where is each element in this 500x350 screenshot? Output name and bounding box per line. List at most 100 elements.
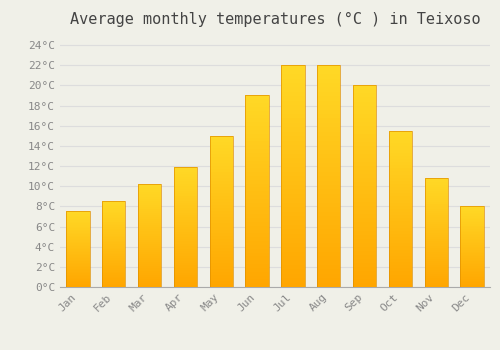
Bar: [174, 179, 197, 181]
Bar: [246, 145, 268, 149]
Bar: [460, 250, 483, 252]
Bar: [210, 232, 233, 236]
Bar: [317, 225, 340, 229]
Bar: [246, 187, 268, 191]
Bar: [210, 272, 233, 275]
Bar: [174, 270, 197, 273]
Bar: [282, 278, 304, 282]
Bar: [174, 237, 197, 239]
Bar: [389, 143, 412, 146]
Bar: [460, 276, 483, 277]
Bar: [317, 260, 340, 265]
Bar: [282, 167, 304, 172]
Bar: [66, 258, 90, 260]
Bar: [210, 187, 233, 190]
Bar: [282, 127, 304, 132]
Bar: [317, 159, 340, 163]
Bar: [424, 215, 448, 217]
Bar: [138, 271, 161, 273]
Bar: [424, 200, 448, 202]
Bar: [174, 253, 197, 256]
Bar: [66, 272, 90, 273]
Bar: [282, 238, 304, 243]
Bar: [389, 259, 412, 262]
Bar: [102, 239, 126, 241]
Bar: [424, 272, 448, 274]
Bar: [389, 146, 412, 149]
Bar: [460, 268, 483, 269]
Bar: [246, 107, 268, 111]
Bar: [353, 255, 376, 259]
Bar: [282, 78, 304, 83]
Bar: [102, 205, 126, 206]
Bar: [210, 199, 233, 202]
Bar: [282, 172, 304, 176]
Bar: [424, 189, 448, 191]
Bar: [210, 281, 233, 284]
Bar: [210, 230, 233, 232]
Bar: [424, 226, 448, 228]
Bar: [102, 282, 126, 284]
Bar: [246, 111, 268, 115]
Bar: [389, 215, 412, 218]
Bar: [102, 249, 126, 251]
Bar: [282, 101, 304, 105]
Bar: [138, 260, 161, 262]
Bar: [317, 212, 340, 216]
Bar: [66, 266, 90, 267]
Bar: [282, 256, 304, 260]
Bar: [246, 164, 268, 168]
Bar: [389, 222, 412, 224]
Bar: [102, 218, 126, 220]
Bar: [460, 253, 483, 255]
Bar: [246, 245, 268, 249]
Bar: [460, 245, 483, 247]
Bar: [389, 237, 412, 240]
Bar: [174, 174, 197, 177]
Bar: [210, 196, 233, 199]
Bar: [317, 282, 340, 287]
Bar: [102, 227, 126, 229]
Bar: [210, 245, 233, 248]
Bar: [353, 85, 376, 287]
Bar: [424, 180, 448, 182]
Bar: [282, 203, 304, 207]
Bar: [424, 248, 448, 250]
Bar: [66, 241, 90, 243]
Bar: [210, 278, 233, 281]
Bar: [138, 281, 161, 283]
Bar: [174, 172, 197, 174]
Bar: [102, 258, 126, 260]
Bar: [246, 283, 268, 287]
Bar: [389, 246, 412, 250]
Bar: [66, 267, 90, 269]
Bar: [102, 265, 126, 266]
Bar: [138, 258, 161, 260]
Bar: [353, 90, 376, 93]
Bar: [353, 85, 376, 90]
Bar: [424, 209, 448, 211]
Bar: [282, 234, 304, 238]
Bar: [460, 274, 483, 276]
Bar: [424, 182, 448, 185]
Bar: [102, 280, 126, 282]
Bar: [246, 241, 268, 245]
Bar: [246, 134, 268, 138]
Bar: [246, 203, 268, 206]
Bar: [282, 207, 304, 212]
Bar: [138, 228, 161, 229]
Bar: [389, 262, 412, 265]
Bar: [102, 201, 126, 203]
Bar: [317, 70, 340, 74]
Bar: [424, 280, 448, 283]
Bar: [389, 187, 412, 190]
Bar: [389, 175, 412, 178]
Bar: [66, 239, 90, 240]
Bar: [66, 219, 90, 220]
Bar: [424, 274, 448, 276]
Bar: [138, 264, 161, 266]
Bar: [174, 261, 197, 263]
Bar: [424, 239, 448, 241]
Bar: [282, 212, 304, 216]
Bar: [246, 184, 268, 187]
